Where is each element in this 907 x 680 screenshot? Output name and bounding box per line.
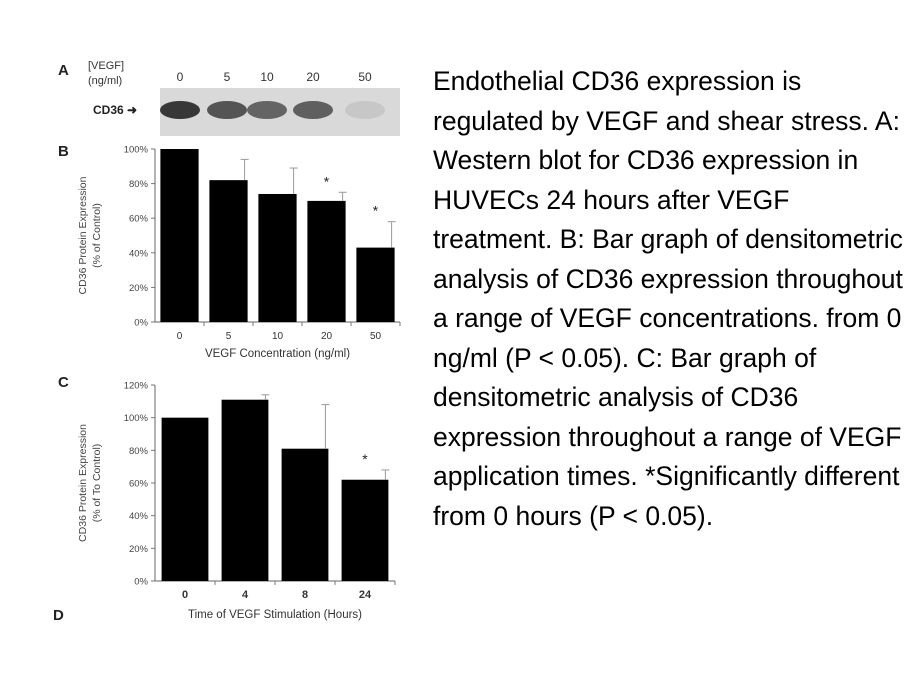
blot-band (207, 101, 247, 119)
x-tick-label: 24 (359, 589, 372, 601)
y-axis-label: CD36 Protein Expression (77, 176, 89, 294)
panel-c-label: C (58, 374, 69, 391)
x-tick-label: 5 (226, 331, 232, 342)
x-axis-label: VEGF Concentration (ng/ml) (205, 348, 350, 360)
bar (281, 448, 329, 581)
bar (160, 149, 199, 322)
panel-b-label: B (58, 143, 69, 160)
chart-c: 0% 20% 40% 60% 80% 100% 120% 0 4 8 24 * Time of VEGF… (77, 381, 396, 621)
y-tick-label: 60% (129, 214, 149, 225)
y-tick-label: 80% (129, 446, 149, 457)
blot-header-line1: [VEGF] (88, 60, 125, 72)
significance-marker: * (373, 203, 379, 219)
bar (221, 399, 269, 581)
blot-band (345, 101, 385, 119)
y-tick-label: 80% (129, 179, 149, 190)
y-tick-label: 100% (124, 413, 149, 424)
y-tick-label: 120% (124, 381, 149, 392)
y-tick-label: 100% (124, 145, 149, 156)
x-tick-label: 8 (302, 589, 308, 601)
y-tick-label: 40% (129, 511, 149, 522)
significance-marker: * (324, 173, 330, 189)
blot-band (247, 101, 287, 119)
chart-b: 0% 20% 40% 60% 80% 100% 0 5 10 20 * 50 * VEGF Concent… (77, 145, 401, 360)
bar (356, 247, 395, 322)
y-tick-label: 40% (129, 248, 149, 259)
blot-lane-label: 20 (306, 70, 320, 84)
bar (307, 200, 346, 322)
y-axis-label: CD36 Protein Expression (77, 424, 89, 542)
y-tick-label: 60% (129, 479, 149, 490)
significance-marker: * (362, 451, 368, 467)
x-tick-label: 0 (182, 589, 188, 601)
bar (258, 193, 297, 322)
x-tick-label: 10 (272, 331, 284, 342)
bar (209, 180, 248, 322)
band-label: CD36 ➜ (93, 103, 138, 117)
blot-lane-label: 50 (358, 70, 372, 84)
western-blot-image (160, 88, 400, 136)
blot-lane-label: 10 (260, 70, 274, 84)
y-tick-label: 0% (134, 577, 148, 588)
y-tick-label: 0% (134, 318, 148, 329)
blot-lane-labels: 0 5 10 20 50 (160, 70, 400, 86)
panel-d-label: D (53, 607, 64, 624)
blot-lane-label: 5 (223, 70, 231, 84)
x-tick-label: 20 (321, 331, 333, 342)
blot-band (293, 101, 333, 119)
y-axis-label-sub: (% of Control) (91, 203, 103, 268)
bar (161, 417, 209, 581)
blot-band (160, 101, 200, 119)
x-tick-label: 0 (177, 331, 183, 342)
x-tick-label: 50 (370, 331, 382, 342)
x-axis-label: Time of VEGF Stimulation (Hours) (188, 609, 362, 621)
figure-caption: Endothelial CD36 expression is regulated… (433, 66, 903, 531)
panel-a-label: A (58, 62, 69, 79)
y-axis-label-sub: (% of To Control) (91, 444, 103, 523)
y-tick-label: 20% (129, 283, 149, 294)
blot-header-line2: (ng/ml) (88, 75, 123, 87)
bar (341, 479, 389, 581)
x-tick-label: 4 (242, 589, 249, 601)
blot-lane-label: 0 (176, 70, 184, 84)
y-tick-label: 20% (129, 544, 149, 555)
